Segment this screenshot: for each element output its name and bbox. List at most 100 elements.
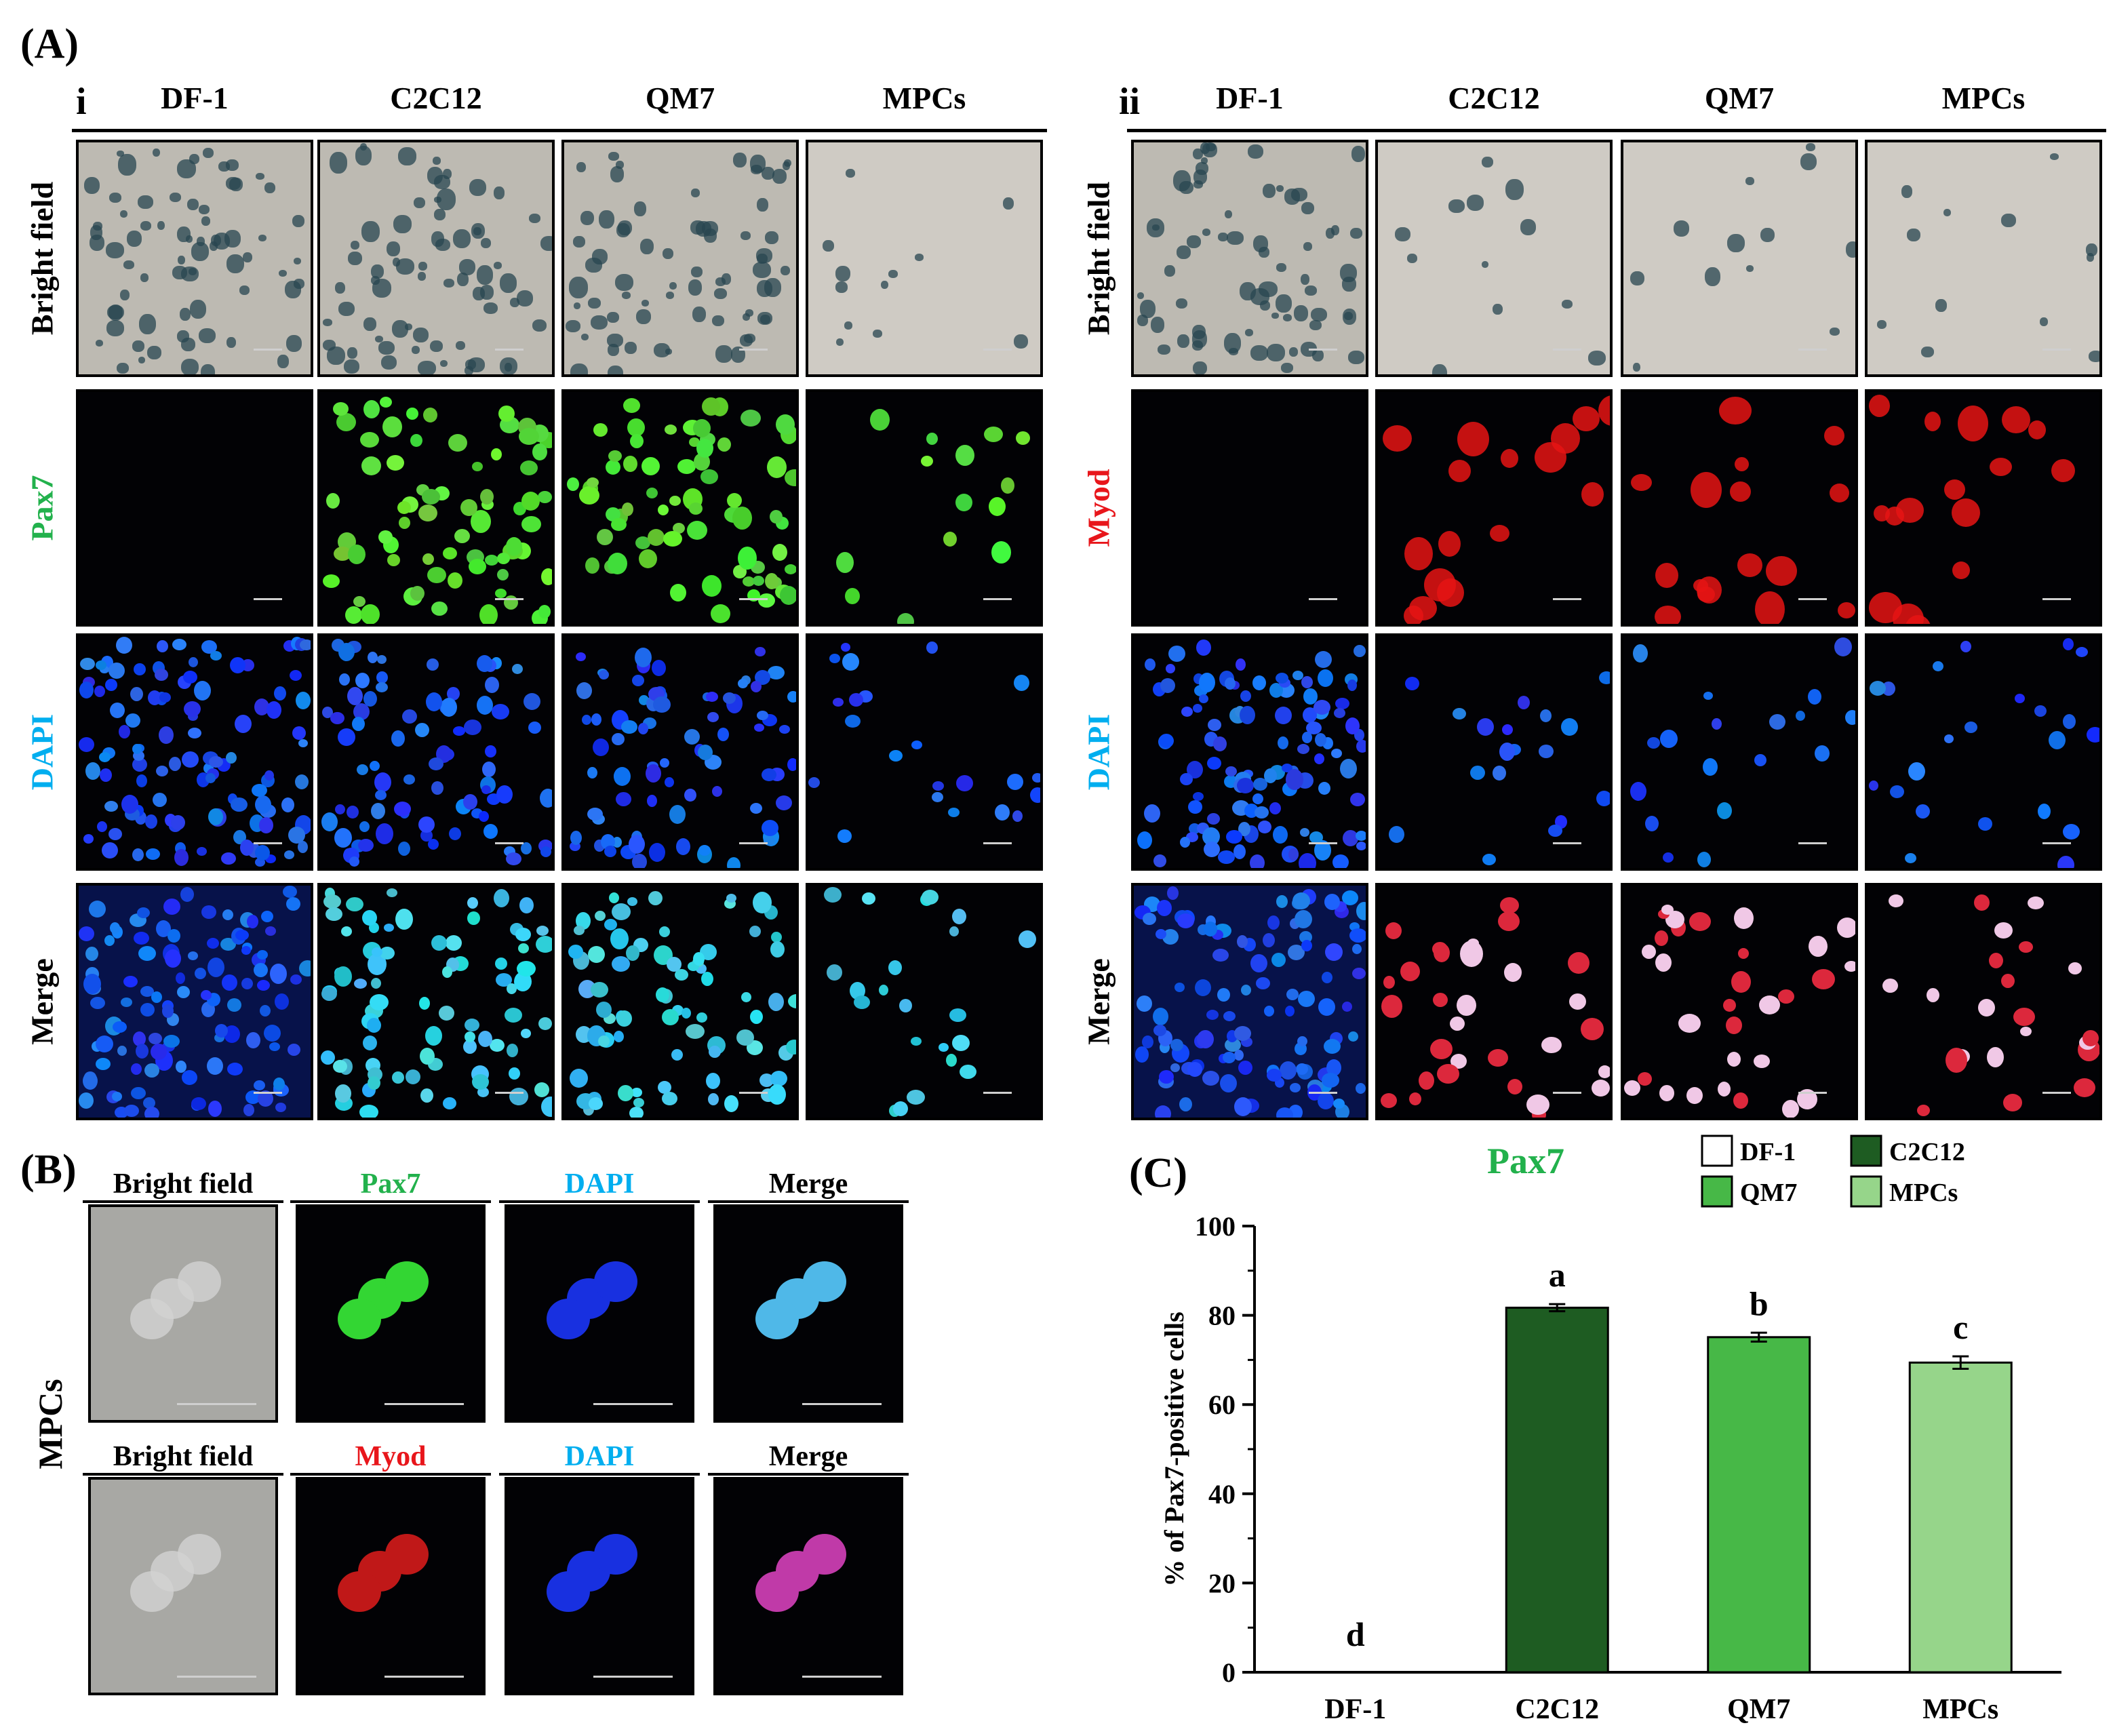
- cell-mark: [420, 1088, 433, 1103]
- cell-mark: [337, 1571, 381, 1613]
- cell-mark: [1782, 1100, 1799, 1118]
- cell-mark: [1199, 694, 1208, 703]
- cell-mark: [428, 839, 439, 850]
- significance-letter: c: [1953, 1308, 1968, 1346]
- cell-mark: [1151, 317, 1164, 333]
- cell-mark: [1153, 854, 1166, 867]
- cell-mark: [209, 756, 223, 768]
- cell-mark: [1250, 854, 1265, 868]
- a-i-image-brightfield: [806, 140, 1043, 377]
- cell-mark: [640, 239, 654, 254]
- cell-mark: [1705, 267, 1720, 286]
- a-i-image-merge: [317, 883, 555, 1120]
- cell-mark: [1356, 902, 1366, 920]
- cell-mark: [420, 1048, 435, 1065]
- cell-mark: [802, 1261, 846, 1303]
- cell-mark: [770, 1071, 787, 1086]
- cell-mark: [1901, 185, 1912, 198]
- cell-mark: [83, 974, 101, 994]
- cell-mark: [741, 992, 751, 1002]
- cell-mark: [597, 529, 613, 545]
- cell-mark: [323, 574, 340, 588]
- a-i-image-brightfield: [317, 140, 555, 377]
- cell-mark: [116, 637, 132, 654]
- cell-mark: [254, 963, 268, 977]
- cell-mark: [384, 924, 394, 932]
- cell-mark: [172, 639, 186, 650]
- a-ii-col-header: QM7: [1704, 81, 1775, 115]
- cell-mark: [693, 419, 711, 437]
- cell-mark: [254, 1080, 265, 1090]
- scale-bar: [1553, 842, 1581, 844]
- cell-mark: [110, 922, 120, 934]
- cell-mark: [1153, 1008, 1168, 1025]
- cell-mark: [652, 660, 666, 676]
- cell-mark: [434, 197, 441, 203]
- cell-mark: [1347, 679, 1357, 691]
- cell-mark: [99, 752, 111, 762]
- cell-mark: [478, 1031, 492, 1047]
- cell-mark: [627, 418, 645, 437]
- cell-mark: [1870, 681, 1886, 696]
- cell-mark: [403, 774, 415, 785]
- cell-mark: [1499, 743, 1515, 761]
- cell-mark: [546, 1299, 590, 1340]
- cell-mark: [1340, 759, 1357, 778]
- cell-mark: [1256, 977, 1270, 989]
- cell-mark: [371, 264, 384, 279]
- cell-mark: [384, 1261, 429, 1303]
- cell-mark: [277, 355, 289, 368]
- cell-mark: [1808, 689, 1821, 705]
- cell-mark: [1155, 1105, 1171, 1118]
- cell-mark: [180, 887, 194, 902]
- cell-mark: [292, 726, 306, 740]
- cell-mark: [1314, 753, 1324, 764]
- cell-mark: [288, 1044, 300, 1056]
- cell-mark: [1659, 1085, 1674, 1101]
- cell-mark: [1342, 890, 1358, 905]
- a-i-image-dapi: [317, 633, 555, 871]
- cell-mark: [483, 824, 498, 839]
- panel-b-header-rule: [290, 1200, 491, 1203]
- cell-mark: [247, 915, 258, 928]
- a-i-header-rule: [313, 129, 559, 132]
- cell-mark: [1335, 698, 1349, 709]
- cell-mark: [1204, 922, 1217, 936]
- cell-mark: [1434, 943, 1450, 962]
- cell-mark: [1631, 474, 1652, 491]
- cell-mark: [195, 968, 206, 979]
- cell-mark: [362, 910, 377, 926]
- cell-mark: [188, 728, 201, 738]
- cell-mark: [134, 932, 149, 945]
- cell-mark: [321, 1050, 335, 1065]
- cell-mark: [1733, 1092, 1748, 1109]
- cell-mark: [2034, 705, 2047, 717]
- cell-mark: [261, 911, 273, 922]
- bar-c2c12: [1505, 1306, 1609, 1674]
- panel-b-header-rule: [708, 1200, 909, 1203]
- cell-mark: [755, 1571, 799, 1613]
- cell-mark: [524, 693, 540, 710]
- legend-swatch: [1850, 1135, 1882, 1167]
- cell-mark: [1760, 228, 1775, 242]
- cell-mark: [1419, 1071, 1434, 1090]
- cell-mark: [148, 690, 161, 705]
- cell-mark: [183, 671, 197, 684]
- cell-mark: [538, 1017, 552, 1030]
- cell-mark: [1703, 758, 1718, 776]
- cell-mark: [391, 730, 405, 747]
- cell-mark: [485, 677, 499, 693]
- cell-mark: [1147, 218, 1164, 237]
- cell-mark: [995, 804, 1010, 821]
- cell-mark: [2028, 420, 2046, 439]
- cell-mark: [1645, 816, 1659, 831]
- cell-mark: [841, 643, 850, 652]
- cell-mark: [595, 911, 606, 921]
- cell-mark: [755, 647, 766, 656]
- cell-mark: [1180, 837, 1190, 848]
- cell-mark: [1218, 850, 1235, 864]
- cell-mark: [1978, 999, 1995, 1017]
- cell-mark: [606, 460, 620, 475]
- cell-mark: [767, 456, 787, 478]
- cell-mark: [1245, 329, 1253, 336]
